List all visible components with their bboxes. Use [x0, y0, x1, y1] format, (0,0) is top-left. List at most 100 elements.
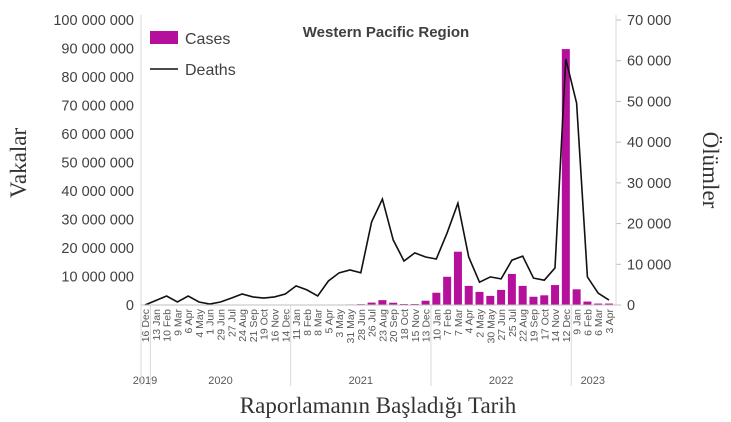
legend: Cases Deaths — [150, 31, 236, 79]
x-tick-label: 16 Nov — [269, 308, 281, 342]
cases-bars — [151, 49, 613, 305]
deaths-line — [144, 58, 610, 306]
y-tick-label: 60 000 000 — [61, 127, 134, 143]
cases-bar — [421, 300, 430, 305]
x-tick-label: 13 Jan — [151, 309, 163, 341]
x-tick-label: 14 Dec — [280, 309, 292, 342]
year-label: 2022 — [489, 375, 513, 387]
y2-tick-label: 30 000 — [627, 176, 671, 192]
x-tick-label: 1 Jun — [205, 309, 217, 335]
cases-bar — [572, 289, 581, 305]
x-tick-label: 27 Jun — [496, 309, 508, 341]
cases-bar — [594, 303, 603, 305]
y-axis-title: Vakalar — [6, 128, 31, 199]
x-tick-label: 8 Mar — [313, 309, 325, 336]
x-tick-label: 6 Apr — [183, 309, 195, 334]
x-axis-title: Raporlamanın Başladığı Tarih — [240, 393, 517, 418]
x-tick-label: 7 Feb — [442, 309, 454, 336]
y-tick-label: 20 000 000 — [61, 241, 134, 257]
cases-bar — [453, 251, 462, 305]
cases-bar — [367, 302, 376, 305]
x-tick-label: 16 Dec — [140, 309, 152, 342]
x-tick-label: 9 Jan — [572, 309, 584, 335]
x-tick-label: 19 Oct — [259, 309, 271, 340]
legend-deaths-label: Deaths — [185, 62, 236, 79]
x-tick-label: 12 Dec — [561, 309, 573, 342]
year-label: 2020 — [208, 375, 232, 387]
cases-bar — [497, 289, 506, 305]
x-tick-label: 15 Nov — [410, 308, 422, 342]
x-tick-label: 10 Feb — [162, 309, 174, 342]
y-tick-label: 50 000 000 — [61, 156, 134, 172]
x-tick-label: 10 Jan — [431, 309, 443, 341]
x-tick-label: 4 Apr — [464, 309, 476, 334]
cases-bar — [464, 285, 473, 305]
y2-tick-label: 40 000 — [627, 135, 671, 151]
y2-tick-label: 70 000 — [627, 13, 671, 29]
x-tick-label: 22 Aug — [518, 309, 530, 342]
legend-cases-swatch — [150, 31, 178, 44]
cases-bar — [389, 302, 398, 305]
cases-bar — [475, 291, 484, 305]
cases-bar — [561, 49, 570, 305]
y-tick-label: 70 000 000 — [61, 99, 134, 115]
cases-bar — [518, 285, 527, 305]
y2-tick-label: 10 000 — [627, 257, 671, 273]
x-tick-label: 11 Jan — [291, 309, 303, 340]
legend-cases-label: Cases — [185, 31, 230, 48]
x-tick-label: 28 Jun — [356, 309, 368, 341]
y-tick-label: 80 000 000 — [61, 70, 134, 86]
x-tick-label: 7 Mar — [453, 309, 465, 336]
x-tick-label: 30 May — [485, 308, 497, 343]
y-tick-label: 30 000 000 — [61, 213, 134, 229]
y-tick-label: 100 000 000 — [53, 13, 134, 29]
year-label: 2021 — [349, 375, 373, 387]
x-tick-label: 20 Sep — [388, 309, 400, 342]
cases-bar — [507, 273, 516, 305]
x-tick-label: 31 May — [345, 308, 357, 343]
cases-bar — [486, 295, 495, 305]
y2-tick-label: 50 000 — [627, 94, 671, 110]
y-tick-label: 0 — [126, 298, 134, 314]
x-tick-label: 19 Sep — [528, 309, 540, 342]
cases-bar — [529, 296, 538, 305]
x-tick-label: 25 Jul — [507, 309, 519, 337]
cases-bar — [378, 300, 387, 305]
y-tick-label: 10 000 000 — [61, 270, 134, 286]
x-tick-label: 9 Mar — [172, 309, 184, 336]
x-tick-label: 4 May — [194, 308, 206, 337]
x-tick-label: 23 Aug — [377, 309, 389, 342]
x-tick-label: 14 Nov — [550, 308, 562, 342]
cases-bar — [605, 303, 613, 305]
x-tick-label: 26 Jul — [367, 309, 379, 337]
y-tick-label: 40 000 000 — [61, 184, 134, 200]
x-tick-label: 24 Aug — [237, 309, 249, 342]
x-tick-label: 6 Feb — [582, 309, 594, 336]
x-tick-label: 21 Sep — [248, 309, 260, 342]
cases-bar — [432, 292, 441, 305]
x-tick-label: 27 Jul — [226, 309, 238, 337]
right-axis-ticks: 0 10 000 20 000 30 000 40 000 50 000 60 000 70 … — [616, 13, 671, 314]
x-tick-label: 3 Apr — [604, 309, 616, 334]
y2-tick-label: 20 000 — [627, 217, 671, 233]
x-tick-label: 6 Mar — [593, 309, 605, 336]
cases-bar — [583, 301, 592, 305]
year-groups: 2019 2020 2021 2022 2023 — [133, 305, 605, 387]
year-label: 2023 — [581, 375, 605, 387]
y-tick-label: 90 000 000 — [61, 42, 134, 58]
x-tick-label: 18 Oct — [399, 309, 411, 340]
x-tick-label: 13 Dec — [421, 309, 433, 342]
chart-title: Western Pacific Region — [303, 24, 469, 41]
x-tick-label: 3 May — [334, 308, 346, 337]
year-label: 2019 — [133, 375, 157, 387]
left-axis-ticks: 0 10 000 000 20 000 000 30 000 000 40 000 00… — [53, 13, 134, 314]
y2-tick-label: 60 000 — [627, 54, 671, 70]
x-tick-label: 17 Oct — [539, 309, 551, 340]
x-tick-label: 8 Feb — [302, 309, 314, 336]
y2-tick-label: 0 — [627, 298, 635, 314]
cases-bar — [443, 276, 452, 305]
cases-bar — [551, 285, 560, 305]
x-tick-label: 29 Jun — [216, 309, 228, 341]
